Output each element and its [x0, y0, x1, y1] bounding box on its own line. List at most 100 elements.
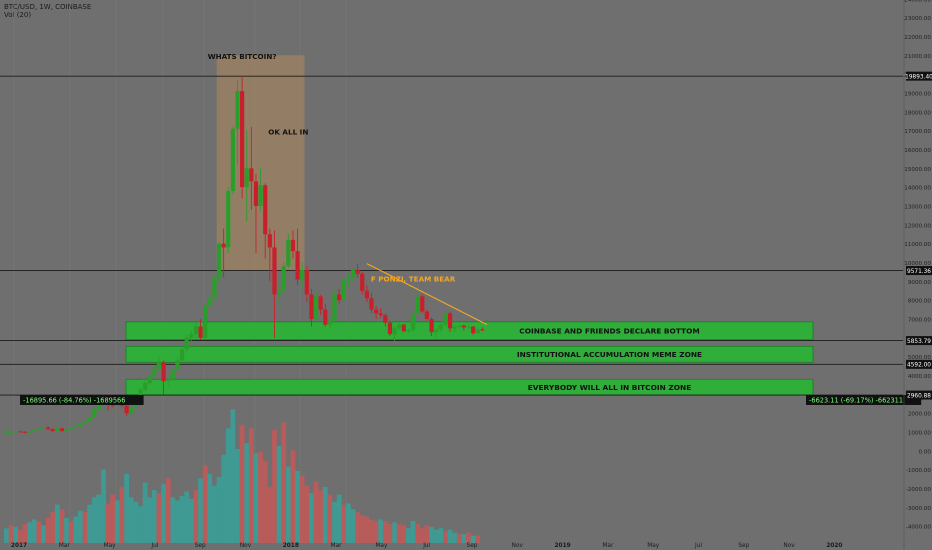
candle-body: [203, 305, 208, 338]
price-tick-label: 5000.00: [908, 355, 932, 361]
time-tick-label: May: [647, 543, 660, 549]
price-level-tag: [906, 336, 932, 346]
candle-body: [230, 128, 235, 191]
candle-body: [184, 337, 189, 350]
volume-bar: [235, 448, 240, 543]
volume-bar: [327, 494, 333, 543]
volume-bar: [221, 454, 227, 543]
volume-bar: [230, 409, 236, 543]
volume-bar: [59, 509, 65, 543]
candle-body: [415, 296, 420, 314]
zone-label: EVERYBODY WILL ALL IN BITCOIN ZONE: [528, 383, 692, 392]
candle-body: [240, 91, 245, 188]
volume-bar: [350, 509, 356, 543]
candle-body: [138, 389, 143, 400]
volume-bar: [364, 516, 370, 543]
candle-body: [410, 313, 416, 331]
volume-bar: [475, 535, 481, 543]
price-tick-label: 14000.00: [904, 186, 931, 192]
candle-body: [300, 270, 305, 280]
candle-body: [406, 330, 411, 332]
candle-body: [221, 243, 226, 248]
volume-bar: [419, 528, 425, 543]
price-tick-label: 21000.00: [904, 54, 931, 60]
price-tick-label: 7000.00: [908, 317, 932, 323]
volume-indicator-label: Vol (20): [4, 11, 32, 19]
price-tick-label: 17000.00: [904, 129, 931, 135]
candle-body: [73, 426, 78, 429]
price-level-label: 19893.40: [905, 75, 932, 81]
candle-body: [18, 431, 23, 433]
candle-body: [304, 270, 309, 295]
volume-bar: [313, 481, 319, 543]
candle-body: [175, 360, 180, 370]
candle-body: [346, 277, 351, 280]
price-tick-label: -1000.00: [906, 468, 932, 474]
measure-label-bg: [20, 394, 144, 405]
candle-body: [369, 298, 374, 310]
candle-body: [267, 234, 272, 248]
time-tick-label: Mar: [602, 543, 614, 549]
candle-body: [374, 309, 379, 314]
volume-bar: [433, 529, 439, 543]
volume-bar: [133, 501, 139, 543]
support-zone: [125, 378, 814, 396]
candle-series: [4, 76, 485, 435]
volume-bar: [290, 450, 296, 543]
price-tick-label: 0.00: [919, 449, 932, 455]
volume-bar: [8, 525, 14, 543]
annotation-text: WHATS BITCOIN?: [208, 52, 277, 61]
zone-label: INSTITUTIONAL ACCUMULATION MEME ZONE: [517, 350, 702, 359]
time-tick-label: 2017: [11, 543, 27, 549]
price-tick-label: 23000.00: [904, 16, 931, 22]
candle-body: [309, 294, 314, 319]
candle-body: [78, 423, 83, 427]
volume-bar: [406, 528, 411, 543]
volume-bar: [410, 520, 416, 543]
candle-body: [179, 349, 185, 361]
volume-bar: [295, 470, 300, 543]
candle-body: [129, 407, 134, 414]
volume-bar: [378, 519, 384, 543]
price-level-label: 5853.79: [907, 339, 931, 345]
candle-body: [318, 296, 323, 310]
volume-bar: [179, 495, 185, 543]
volume-bar: [50, 512, 56, 543]
candle-body: [244, 168, 249, 188]
price-level-tag: [906, 359, 932, 369]
volume-bar: [429, 526, 434, 543]
volume-bar: [45, 518, 51, 543]
candle-body: [401, 324, 406, 332]
candle-body: [96, 405, 101, 410]
volume-bar: [461, 534, 467, 543]
time-tick-label: Jul: [422, 543, 430, 549]
time-tick-label: Sep: [195, 543, 206, 549]
volume-bar: [341, 504, 347, 543]
candle-body: [420, 296, 425, 312]
time-tick-label: Nov: [512, 543, 524, 549]
volume-bar: [387, 523, 393, 543]
candle-body: [281, 266, 286, 291]
volume-bar: [359, 515, 365, 543]
candle-body: [461, 325, 466, 328]
volume-bar: [443, 531, 448, 543]
candle-body: [198, 326, 203, 338]
candle-body: [475, 329, 480, 334]
candle-body: [249, 168, 254, 182]
volume-bar: [466, 532, 471, 543]
volume-bar: [96, 494, 102, 543]
volume-bar: [369, 519, 374, 543]
candle-body: [161, 362, 166, 382]
candle-body: [36, 428, 41, 431]
candle-body: [263, 185, 268, 235]
candle-body: [50, 429, 55, 432]
candle-body: [64, 429, 69, 432]
candle-body: [87, 416, 92, 422]
volume-bar: [272, 429, 277, 543]
volume-bar: [78, 510, 83, 543]
volume-bar: [105, 503, 111, 543]
volume-bar: [41, 525, 46, 543]
candle-body: [82, 421, 88, 424]
